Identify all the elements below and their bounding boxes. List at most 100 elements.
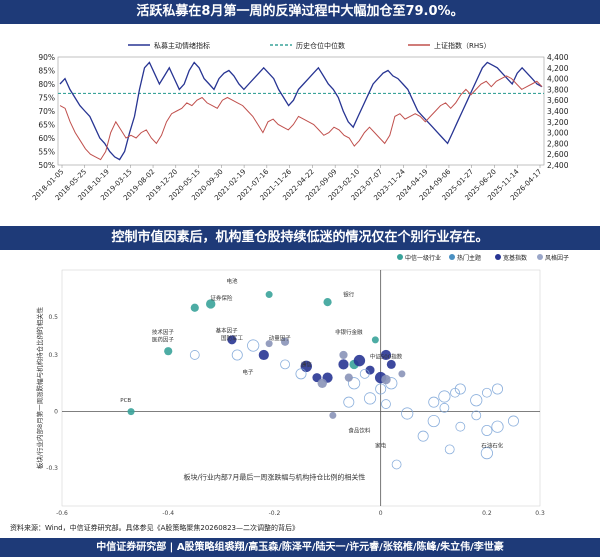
point-label: 通信: [301, 360, 313, 368]
point-label: 家电: [375, 441, 387, 449]
point-label: 技术因子: [152, 328, 175, 336]
y-left-tick-label: 75%: [38, 94, 55, 103]
scatter-point: [353, 354, 366, 367]
y-left-tick-label: 55%: [38, 148, 55, 157]
point-label: 电池: [226, 277, 238, 285]
y-axis-label: 板块/行业内部8月第一周涨跌幅与机构持仓比例的相关性: [35, 306, 44, 469]
scatter-point: [339, 350, 348, 360]
y-right-tick-label: 4,000: [547, 75, 569, 84]
y-tick-label: 0: [54, 409, 58, 416]
scatter-point: [380, 349, 392, 361]
point-label: PCB: [120, 398, 131, 404]
line-chart: 私募主动情绪指标 历史仓位中位数 上证指数（RHS） 50% 55% 60% 65% 70%…: [31, 41, 569, 202]
scatter-point: [470, 394, 483, 407]
scatter-point: [381, 399, 391, 409]
scatter-point: [391, 459, 402, 470]
y-left-tick-label: 65%: [38, 121, 55, 130]
scatter-point: [438, 390, 451, 403]
legend-marker: [397, 254, 403, 260]
x-axis-label: 板块/行业内部7月最后一周涨跌幅与机构持仓比例的相关性: [184, 473, 366, 482]
y-right-tick-label: 3,400: [547, 107, 569, 116]
point-label: 国防军工: [221, 334, 244, 342]
scatter-point: [455, 421, 466, 432]
scatter-point: [206, 299, 216, 309]
y-right-tick-label: 4,400: [547, 53, 569, 62]
y-left-tick-label: 50%: [38, 161, 55, 170]
sentiment-series-line: [59, 61, 543, 161]
scatter-point: [164, 347, 173, 356]
x-tick-label: 0.3: [535, 510, 545, 517]
point-label: 石油石化: [481, 441, 504, 449]
scatter-point: [481, 387, 492, 398]
point-label: 动量因子: [269, 335, 292, 342]
index-series-line: [59, 75, 543, 161]
scatter-point: [265, 291, 273, 299]
point-label: 银行: [343, 290, 355, 298]
y-left-tick-label: 60%: [38, 134, 55, 143]
scatter-point: [265, 340, 273, 348]
scatter-point: [227, 335, 237, 345]
scatter-point: [190, 303, 199, 312]
y-tick-label: 0.5: [48, 314, 58, 321]
scatter-point: [359, 368, 370, 379]
x-tick-label: 0.2: [482, 510, 492, 517]
scatter-point: [398, 370, 406, 378]
scatter-point: [481, 424, 493, 436]
scatter-point: [491, 420, 504, 433]
x-tick-label: -0.6: [56, 510, 68, 517]
scatter-point: [231, 349, 243, 361]
line-chart-plot: [58, 61, 544, 161]
point-label: 中证500指数: [370, 353, 403, 361]
scatter-point: [480, 447, 493, 460]
line-chart-axes: 50% 55% 60% 65% 70% 75% 80% 85% 90% 2,400 2,600 2,8…: [31, 53, 569, 202]
x-tick-label: 0: [379, 510, 383, 517]
scatter-point: [280, 359, 290, 370]
legend-label: 上证指数（RHS）: [434, 41, 491, 50]
scatter-point: [365, 365, 375, 375]
scatter-point: [492, 383, 504, 395]
y-left-tick-label: 70%: [38, 107, 55, 116]
legend-label: 私募主动情绪指标: [154, 41, 210, 50]
scatter-axes: -0.6 -0.4 -0.2 0 0.2 0.3 -0.3 0 0.3 0.5 板块/行业内部7月最…: [35, 269, 545, 517]
y-left-tick-label: 80%: [38, 80, 55, 89]
y-right-tick-label: 3,800: [547, 85, 569, 94]
point-label: 电子: [242, 368, 254, 376]
scatter-point: [343, 396, 355, 408]
scatter-point: [386, 359, 396, 369]
y-right-tick-label: 3,200: [547, 118, 569, 127]
y-right-tick-label: 4,200: [547, 64, 569, 73]
scatter-point: [258, 349, 269, 361]
point-label: 证券保险: [210, 294, 233, 302]
scatter-point: [295, 368, 307, 380]
scatter-point: [348, 377, 361, 390]
scatter-point: [317, 378, 327, 388]
legend-marker: [449, 254, 455, 260]
middle-title-banner: 控制市值因素后，机构重仓股持续低迷的情况仅在个别行业存在。: [0, 226, 600, 250]
legend-label: 热门主题: [457, 254, 481, 262]
y-right-tick-label: 3,000: [547, 129, 569, 138]
top-title-banner: 活跃私募在8月第一周的反弹过程中大幅加仓至79.0%。: [0, 0, 600, 24]
line-chart-legend: 私募主动情绪指标 历史仓位中位数 上证指数（RHS）: [128, 41, 491, 50]
scatter-point: [375, 383, 387, 395]
y-right-tick-label: 2,400: [547, 161, 569, 170]
scatter-point: [338, 359, 349, 370]
scatter-legend: 中信一级行业 热门主题 宽基指数 风格因子: [397, 254, 569, 262]
point-label: 食品饮料: [348, 426, 371, 434]
y-left-tick-label: 85%: [38, 67, 55, 76]
scatter-chart-panel: 中信一级行业 热门主题 宽基指数 风格因子 -0.6 -0.4 -0.2 0 0.2 0.3 -0…: [0, 250, 600, 520]
x-tick-label: -0.2: [269, 510, 281, 517]
legend-label: 中信一级行业: [405, 254, 441, 262]
scatter-point: [363, 392, 377, 405]
scatter-point: [280, 337, 290, 346]
y-right-tick-label: 3,600: [547, 96, 569, 105]
scatter-point: [371, 336, 379, 344]
point-label: 非银行金融: [335, 328, 363, 336]
point-label: 基本因子: [216, 326, 239, 334]
scatter-point: [417, 430, 429, 442]
legend-label: 风格因子: [545, 254, 569, 262]
scatter-point: [323, 297, 332, 307]
legend-label: 宽基指数: [503, 254, 527, 262]
y-right-tick-label: 2,600: [547, 150, 569, 159]
footer-banner: 中信证券研究部 | A股策略组裘翔/高玉森/陈泽平/陆天一/许元睿/张铭椎/陈峰…: [0, 538, 600, 557]
